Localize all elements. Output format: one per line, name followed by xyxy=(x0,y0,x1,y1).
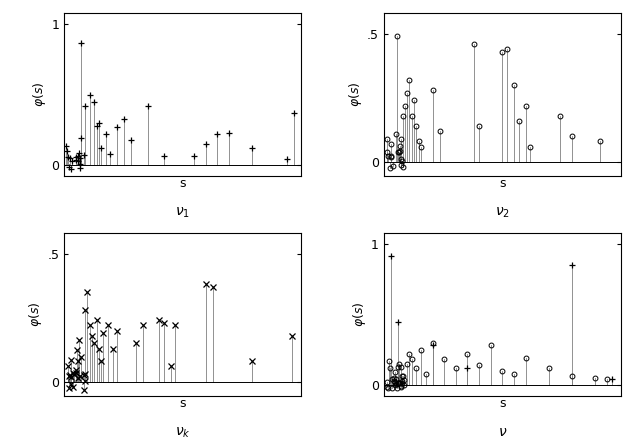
X-axis label: s: s xyxy=(179,177,186,191)
Text: $\nu_1$: $\nu_1$ xyxy=(175,205,190,220)
Y-axis label: $\varphi(s)$: $\varphi(s)$ xyxy=(28,302,44,327)
Text: $\nu$: $\nu$ xyxy=(498,425,507,439)
Text: $\nu_2$: $\nu_2$ xyxy=(495,205,510,220)
X-axis label: s: s xyxy=(499,397,506,411)
Text: $\nu_k$: $\nu_k$ xyxy=(175,425,190,440)
Y-axis label: $\varphi(s)$: $\varphi(s)$ xyxy=(351,302,368,327)
Y-axis label: $\varphi(s)$: $\varphi(s)$ xyxy=(31,82,49,107)
Y-axis label: $\varphi(s)$: $\varphi(s)$ xyxy=(348,82,364,107)
X-axis label: s: s xyxy=(179,397,186,411)
X-axis label: s: s xyxy=(499,177,506,191)
